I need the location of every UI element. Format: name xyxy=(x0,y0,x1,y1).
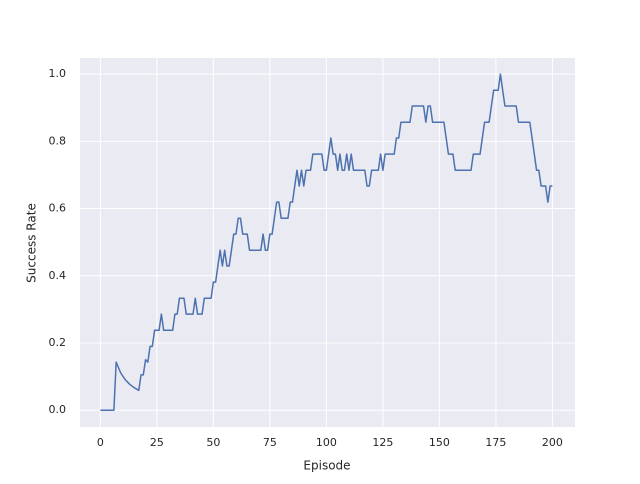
x-tick-label: 175 xyxy=(485,436,506,449)
x-tick-label: 200 xyxy=(542,436,563,449)
y-tick-label: 0.6 xyxy=(49,202,67,215)
y-tick-label: 0.0 xyxy=(49,403,67,416)
line xyxy=(100,73,553,411)
y-tick-label: 0.8 xyxy=(49,134,67,147)
x-tick-label: 125 xyxy=(372,436,393,449)
x-tick-label: 50 xyxy=(206,436,220,449)
x-tick-label: 75 xyxy=(263,436,277,449)
plot-area xyxy=(80,58,575,427)
x-axis-label: Episode xyxy=(303,459,350,473)
x-tick-label: 100 xyxy=(316,436,337,449)
x-tick-label: 0 xyxy=(97,436,104,449)
y-tick-label: 0.2 xyxy=(49,336,67,349)
x-tick-label: 150 xyxy=(429,436,450,449)
y-tick-label: 1.0 xyxy=(49,67,67,80)
y-axis-label: Success Rate xyxy=(25,203,39,283)
y-tick-label: 0.4 xyxy=(49,269,67,282)
x-tick-label: 25 xyxy=(150,436,164,449)
